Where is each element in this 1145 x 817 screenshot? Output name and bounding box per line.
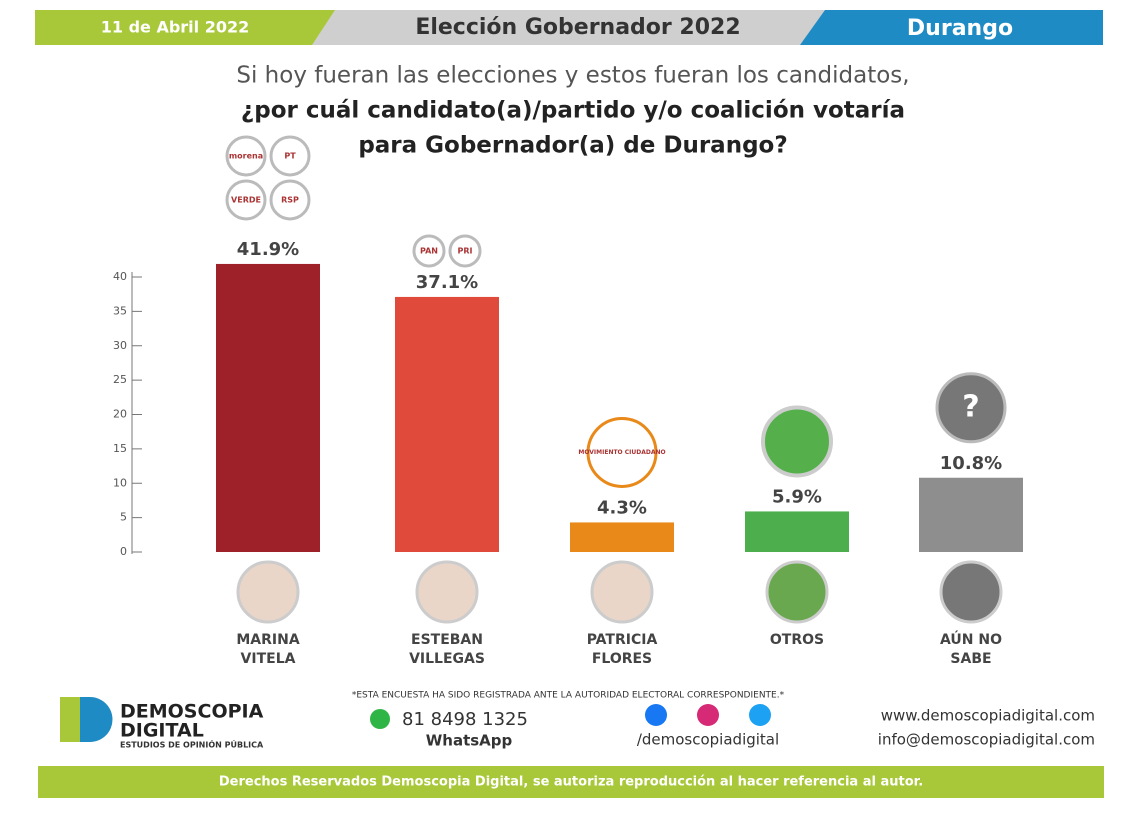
person-icon (761, 405, 833, 478)
party-logo (269, 135, 311, 177)
tagline: ESTUDIOS DE OPINIÓN PÚBLICA (120, 739, 264, 750)
avatar (415, 560, 479, 624)
avatar (590, 560, 654, 624)
rights: Derechos Reservados Demoscopia Digital, … (219, 775, 923, 790)
question-line: para Gobernador(a) de Durango? (358, 133, 787, 159)
bar (570, 522, 674, 552)
party-logo (225, 135, 267, 177)
y-tick-label: 0 (120, 545, 127, 558)
bar (919, 477, 1023, 552)
brand: DIGITAL (120, 720, 204, 742)
value-label: 5.9% (772, 486, 822, 507)
logo-mark (60, 697, 80, 742)
date-band (35, 10, 335, 45)
y-tick-label: 10 (113, 476, 127, 489)
party-logo-label: MOVIMIENTO CIUDADANO (578, 449, 665, 456)
social: /demoscopiadigital (637, 731, 779, 749)
party-logo-label: ? (962, 389, 979, 424)
title: Elección Gobernador 2022 (415, 15, 740, 40)
value-label: 10.8% (940, 453, 1002, 474)
y-tick-label: 25 (113, 373, 127, 386)
state-band (800, 10, 1103, 45)
party-logo-label: PRI (458, 246, 473, 255)
y-tick-label: 35 (113, 304, 127, 317)
question-line: ¿por cuál candidato(a)/partido y/o coali… (241, 98, 905, 124)
party-logo-label: RSP (281, 195, 299, 204)
party-logo-label: PT (284, 151, 296, 160)
value-label: 37.1% (416, 272, 478, 293)
phone: 81 8498 1325 (402, 709, 528, 730)
instagram-icon (697, 704, 719, 726)
bar (395, 296, 499, 552)
party-logo (586, 416, 658, 488)
question-line: Si hoy fueran las elecciones y estos fue… (236, 63, 909, 89)
party-logo (225, 179, 267, 221)
party-logo (412, 234, 446, 268)
candidate-name: PATRICIA FLORES (586, 632, 658, 667)
y-tick-label: 15 (113, 442, 127, 455)
candidate-name: OTROS (769, 632, 825, 648)
value-label: 41.9% (237, 239, 299, 260)
party-logo-label: morena (229, 151, 263, 160)
y-tick-label: 5 (120, 511, 127, 524)
party-logo (269, 179, 311, 221)
note: *ESTA ENCUESTA HA SIDO REGISTRADA ANTE L… (352, 691, 785, 701)
party-logo-label: PAN (420, 246, 438, 255)
whatsapp-icon (370, 709, 390, 729)
avatar (765, 560, 829, 624)
y-tick-label: 30 (113, 339, 127, 352)
avatar (939, 560, 1003, 624)
party-logo (935, 372, 1007, 444)
brand: DEMOSCOPIA (120, 701, 264, 723)
twitter-icon (749, 704, 771, 726)
whatsapp: WhatsApp (426, 732, 513, 750)
party-logo-label: VERDE (231, 195, 261, 204)
bar (745, 511, 849, 552)
state: Durango (907, 16, 1013, 41)
bar (216, 263, 320, 552)
facebook-icon (645, 704, 667, 726)
logo-mark (80, 697, 113, 742)
footer-band (38, 766, 1104, 798)
candidate-name: MARINA VITELA (236, 632, 300, 667)
value-label: 4.3% (597, 497, 647, 518)
date: 11 de Abril 2022 (101, 18, 250, 37)
candidate-name: AÚN NO SABE (940, 632, 1002, 667)
email: info@demoscopiadigital.com (878, 731, 1095, 749)
candidate-name: ESTEBAN VILLEGAS (409, 632, 485, 667)
y-tick-label: 20 (113, 408, 127, 421)
web: www.demoscopiadigital.com (881, 707, 1095, 725)
avatar (236, 560, 300, 624)
y-tick-label: 40 (113, 270, 127, 283)
party-logo (448, 234, 482, 268)
